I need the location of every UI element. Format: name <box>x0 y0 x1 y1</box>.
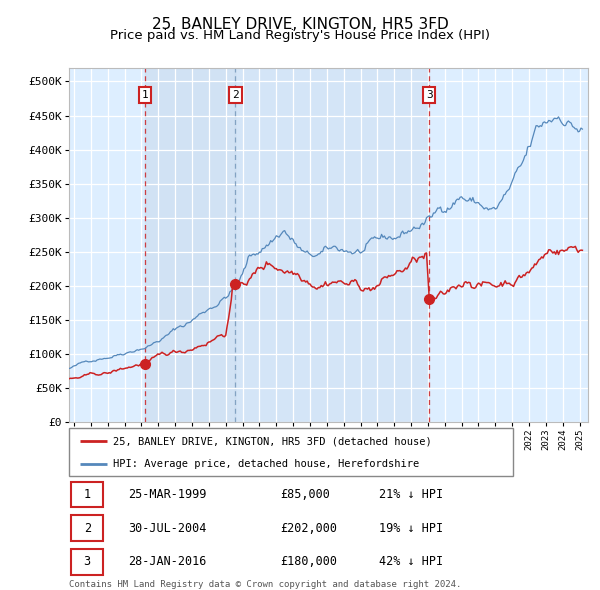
Text: £180,000: £180,000 <box>281 555 338 568</box>
Bar <box>145 68 235 422</box>
Text: 25, BANLEY DRIVE, KINGTON, HR5 3FD: 25, BANLEY DRIVE, KINGTON, HR5 3FD <box>152 17 448 32</box>
Text: £202,000: £202,000 <box>281 522 338 535</box>
Text: Contains HM Land Registry data © Crown copyright and database right 2024.
This d: Contains HM Land Registry data © Crown c… <box>69 580 461 590</box>
Text: £85,000: £85,000 <box>281 488 331 501</box>
Text: 1: 1 <box>83 488 91 501</box>
Text: 21% ↓ HPI: 21% ↓ HPI <box>379 488 443 501</box>
Text: 25, BANLEY DRIVE, KINGTON, HR5 3FD (detached house): 25, BANLEY DRIVE, KINGTON, HR5 3FD (deta… <box>113 436 432 446</box>
Text: HPI: Average price, detached house, Herefordshire: HPI: Average price, detached house, Here… <box>113 459 419 469</box>
Text: 3: 3 <box>83 555 91 568</box>
Text: 1: 1 <box>142 90 149 100</box>
Text: 42% ↓ HPI: 42% ↓ HPI <box>379 555 443 568</box>
Bar <box>235 68 429 422</box>
Text: 25-MAR-1999: 25-MAR-1999 <box>128 488 206 501</box>
Text: 2: 2 <box>232 90 239 100</box>
Text: 2: 2 <box>83 522 91 535</box>
Bar <box>71 515 103 541</box>
Text: 30-JUL-2004: 30-JUL-2004 <box>128 522 206 535</box>
Text: 19% ↓ HPI: 19% ↓ HPI <box>379 522 443 535</box>
Text: 3: 3 <box>426 90 433 100</box>
Bar <box>71 549 103 575</box>
Text: 28-JAN-2016: 28-JAN-2016 <box>128 555 206 568</box>
Text: Price paid vs. HM Land Registry's House Price Index (HPI): Price paid vs. HM Land Registry's House … <box>110 30 490 42</box>
Bar <box>71 481 103 507</box>
